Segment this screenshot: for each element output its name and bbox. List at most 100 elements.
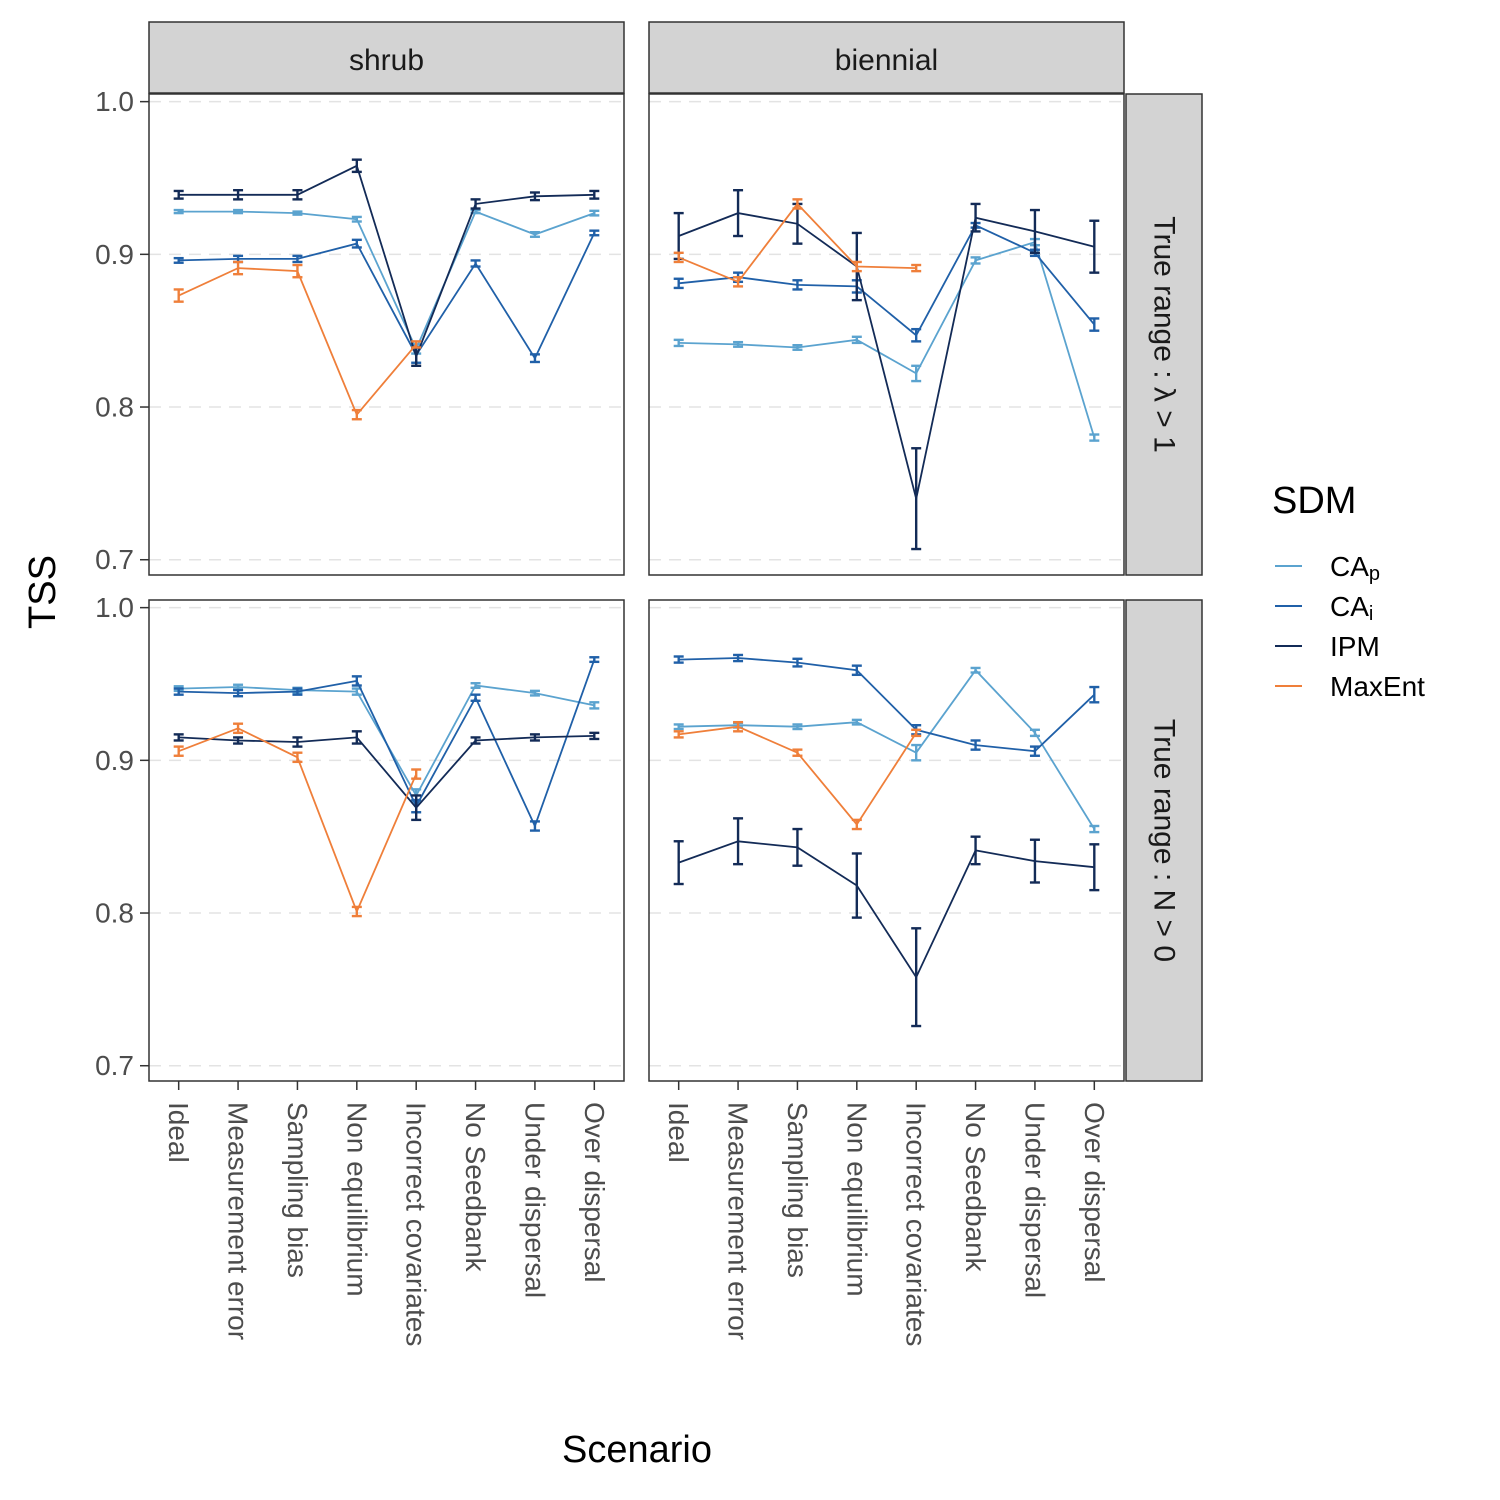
row-strip-label-2: True range : N > 0 [1148,719,1181,962]
error-bar-CAi [673,277,684,290]
error-bar-MaxEnt [292,263,303,279]
series-line-CAi [178,232,596,361]
error-bar-IPM [970,202,981,233]
y-tick-label: 0.9 [95,239,134,270]
error-bar-CAi [173,256,184,264]
x-tick-label: Sampling bias [782,1102,813,1278]
error-bar-MaxEnt [733,720,744,733]
error-bar-CAp [970,666,981,674]
panel-border [148,599,625,1082]
error-bar-CAp [470,682,481,690]
error-bar-MaxEnt [351,408,362,421]
error-bar-CAi [733,653,744,663]
legend-label: IPM [1330,631,1380,662]
x-tick-label: Non equilibrium [341,1102,372,1297]
error-bar-IPM [673,840,684,886]
panel-border [648,599,1125,1082]
legend-entry-CAi: CAi [1275,591,1373,626]
error-bar-IPM [411,794,422,822]
y-tick-label: 1.0 [95,86,134,117]
y-tick-label: 0.9 [95,745,134,776]
x-tick-label: Sampling bias [282,1102,313,1278]
error-bar-MaxEnt [911,728,922,738]
column-strip-biennial [648,21,1125,94]
panel-biennial-2 [648,599,1125,1082]
error-bar-IPM [292,736,303,748]
x-tick-label: Under dispersal [1019,1102,1050,1298]
x-tick-label: Ideal [663,1102,694,1163]
error-bar-IPM [970,835,981,866]
series-line-CAp [678,240,1096,438]
error-bar-MaxEnt [673,251,684,264]
error-bar-CAi [351,238,362,249]
error-bar-IPM [1089,219,1100,274]
error-bar-IPM [470,198,481,210]
error-bar-CAi [470,693,481,702]
error-bar-CAp [292,210,303,216]
x-tick-label: Incorrect covariates [401,1102,432,1346]
error-bar-MaxEnt [792,198,803,210]
error-bar-IPM [173,733,184,742]
error-bar-CAi [792,657,803,668]
error-bar-IPM [911,927,922,1028]
error-bar-CAp [1029,728,1040,738]
error-bar-CAp [529,230,540,238]
error-bar-MaxEnt [173,745,184,757]
error-bar-MaxEnt [233,722,244,735]
error-bar-CAp [1089,433,1100,442]
y-tick-label: 0.8 [95,392,134,423]
error-bar-CAi [1029,745,1040,757]
error-bar-MaxEnt [173,288,184,303]
error-bar-CAi [529,820,540,832]
y-tick-label: 1.0 [95,592,134,623]
error-bar-IPM [851,852,862,919]
legend-entry-MaxEnt: MaxEnt [1275,671,1425,702]
error-bar-CAp [733,340,744,348]
x-tick-label: Ideal [163,1102,194,1163]
series-line-IPM [678,212,1095,499]
error-bar-IPM [911,447,922,551]
series-line-CAp [178,210,595,352]
error-bar-CAi [233,688,244,698]
panel-shrub-1 [148,93,625,576]
error-bar-CAp [173,208,184,215]
error-bar-CAi [911,327,922,343]
error-bar-IPM [733,817,744,866]
panel-background [149,600,624,1081]
error-bar-CAi [470,259,481,268]
x-tick-label: Over dispersal [579,1102,610,1283]
legend-label: CAi [1330,591,1373,626]
error-bar-MaxEnt [411,340,422,349]
x-axis-title: Scenario [562,1429,712,1471]
series-line-CAi [678,224,1095,337]
error-bar-IPM [233,188,244,201]
error-bar-CAp [792,343,803,351]
y-tick-label: 0.7 [95,544,134,575]
error-bar-CAp [851,718,862,726]
error-bar-MaxEnt [792,748,803,757]
error-bar-IPM [529,191,540,202]
row-strip-1 [1125,93,1203,576]
series-line-CAp [678,668,1096,830]
error-bar-IPM [733,188,744,238]
legend-entry-IPM: IPM [1275,631,1380,662]
error-bar-CAi [792,279,803,291]
error-bar-IPM [792,827,803,867]
error-bar-IPM [292,188,303,201]
error-bar-CAi [1089,317,1100,332]
error-bar-MaxEnt [292,751,303,764]
error-bar-IPM [1029,208,1040,255]
error-bar-CAp [911,364,922,383]
error-bar-CAp [1089,824,1100,834]
row-strip-label-1: True range : λ > 1 [1148,216,1181,453]
error-bar-IPM [1089,843,1100,892]
column-strip-shrub [148,21,625,94]
error-bar-CAi [1089,685,1100,704]
error-bar-MaxEnt [233,260,244,276]
panel-background [149,94,624,575]
error-bar-MaxEnt [851,260,862,273]
x-tick-label: No Seedbank [460,1102,491,1273]
legend-label: MaxEnt [1330,671,1425,702]
error-bar-IPM [589,189,600,200]
